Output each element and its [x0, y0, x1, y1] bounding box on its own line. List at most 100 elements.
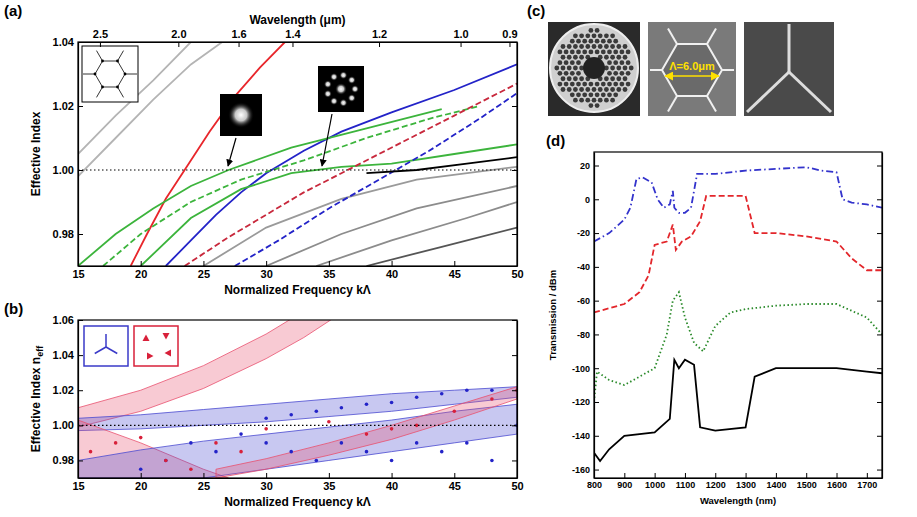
tick-label: 20	[135, 268, 147, 280]
air-hole	[570, 71, 575, 76]
air-hole	[604, 33, 609, 38]
air-hole	[589, 92, 594, 97]
tick-mark	[329, 261, 330, 266]
tick-mark	[454, 473, 455, 478]
point	[415, 395, 419, 399]
point	[465, 441, 469, 445]
tick-mark	[877, 402, 882, 403]
mode-glow	[339, 71, 347, 79]
air-hole	[576, 39, 581, 44]
air-hole	[613, 60, 618, 65]
air-hole	[564, 82, 569, 87]
air-hole	[623, 44, 628, 49]
tick: 45	[449, 473, 461, 492]
air-hole	[626, 60, 631, 65]
tick-label: 1700	[857, 480, 877, 490]
air-hole	[616, 44, 621, 49]
tick-mark	[512, 390, 517, 391]
tick-mark	[594, 301, 599, 302]
air-hole	[598, 33, 603, 38]
tick-label: 1.06	[53, 314, 74, 326]
tick: -80	[577, 330, 599, 340]
tick-label: -100	[572, 364, 590, 374]
tick-label: 0.9	[502, 28, 517, 40]
air-hole	[585, 33, 590, 38]
tick-label: 35	[323, 268, 335, 280]
axis-line	[78, 43, 79, 267]
junction-wall	[747, 72, 789, 112]
point	[189, 467, 193, 471]
tick-mark	[78, 460, 83, 461]
node-triangle	[163, 333, 170, 340]
tick-mark	[512, 355, 517, 356]
air-hole	[607, 71, 612, 76]
curve	[141, 144, 517, 266]
tick-mark	[877, 334, 882, 335]
air-hole	[601, 39, 606, 44]
air-hole	[554, 66, 559, 71]
tick-mark	[512, 320, 517, 321]
tick: 40	[386, 473, 398, 492]
tick: 1.02	[53, 100, 83, 112]
tick-label: 1600	[827, 480, 847, 490]
tick: 1.6	[231, 28, 246, 47]
air-hole	[595, 92, 600, 97]
curve	[203, 167, 517, 266]
air-hole	[589, 103, 594, 108]
tick-label: 30	[261, 268, 273, 280]
tick: 0.98	[53, 454, 83, 466]
air-hole	[616, 55, 621, 60]
hexagon	[95, 61, 125, 87]
air-hole	[616, 76, 621, 81]
structure-inset	[82, 46, 138, 102]
air-hole	[613, 71, 618, 76]
air-hole	[610, 76, 615, 81]
point	[214, 441, 218, 445]
air-hole	[573, 55, 578, 60]
strut	[118, 87, 124, 97]
air-hole	[567, 87, 572, 92]
curve	[316, 202, 517, 266]
axis-title: Wavelength (nm)	[700, 495, 776, 506]
tick-label: -160	[572, 465, 590, 475]
plot-background	[594, 152, 882, 478]
air-hole	[607, 49, 612, 54]
air-hole	[561, 66, 566, 71]
axis-line	[78, 321, 79, 479]
air-hole	[570, 39, 575, 44]
tick-label: 1.04	[53, 349, 75, 361]
tick-label: -60	[577, 296, 590, 306]
air-hole	[585, 44, 590, 49]
point	[365, 402, 369, 406]
point	[214, 450, 218, 454]
air-hole	[589, 28, 594, 33]
tick-label: 900	[617, 480, 632, 490]
mode-glow	[330, 73, 338, 81]
air-hole	[573, 33, 578, 38]
air-hole	[604, 87, 609, 92]
insets	[84, 326, 178, 366]
air-hole	[607, 92, 612, 97]
tick-mark	[877, 267, 882, 268]
tick-label: 40	[386, 268, 398, 280]
tick-mark	[594, 166, 599, 167]
air-hole	[604, 76, 609, 81]
tick-label: 1100	[676, 480, 696, 490]
tick-label: 2.5	[93, 28, 108, 40]
tick: 2.0	[171, 28, 186, 47]
tick-mark	[655, 473, 656, 478]
air-hole	[626, 49, 631, 54]
plot-background	[78, 42, 517, 266]
tick-mark	[141, 473, 142, 478]
tick-label: 1.00	[53, 419, 74, 431]
tick-mark	[685, 473, 686, 478]
junction-wall	[789, 72, 831, 112]
axis-title: Effective Index	[29, 111, 43, 196]
tick: 1.00	[53, 164, 83, 176]
axis-title: Effective Index neff	[29, 345, 45, 452]
air-hole	[573, 66, 578, 71]
point	[289, 413, 293, 417]
air-hole	[570, 49, 575, 54]
sem-fiber	[550, 24, 638, 112]
tick	[512, 234, 517, 235]
